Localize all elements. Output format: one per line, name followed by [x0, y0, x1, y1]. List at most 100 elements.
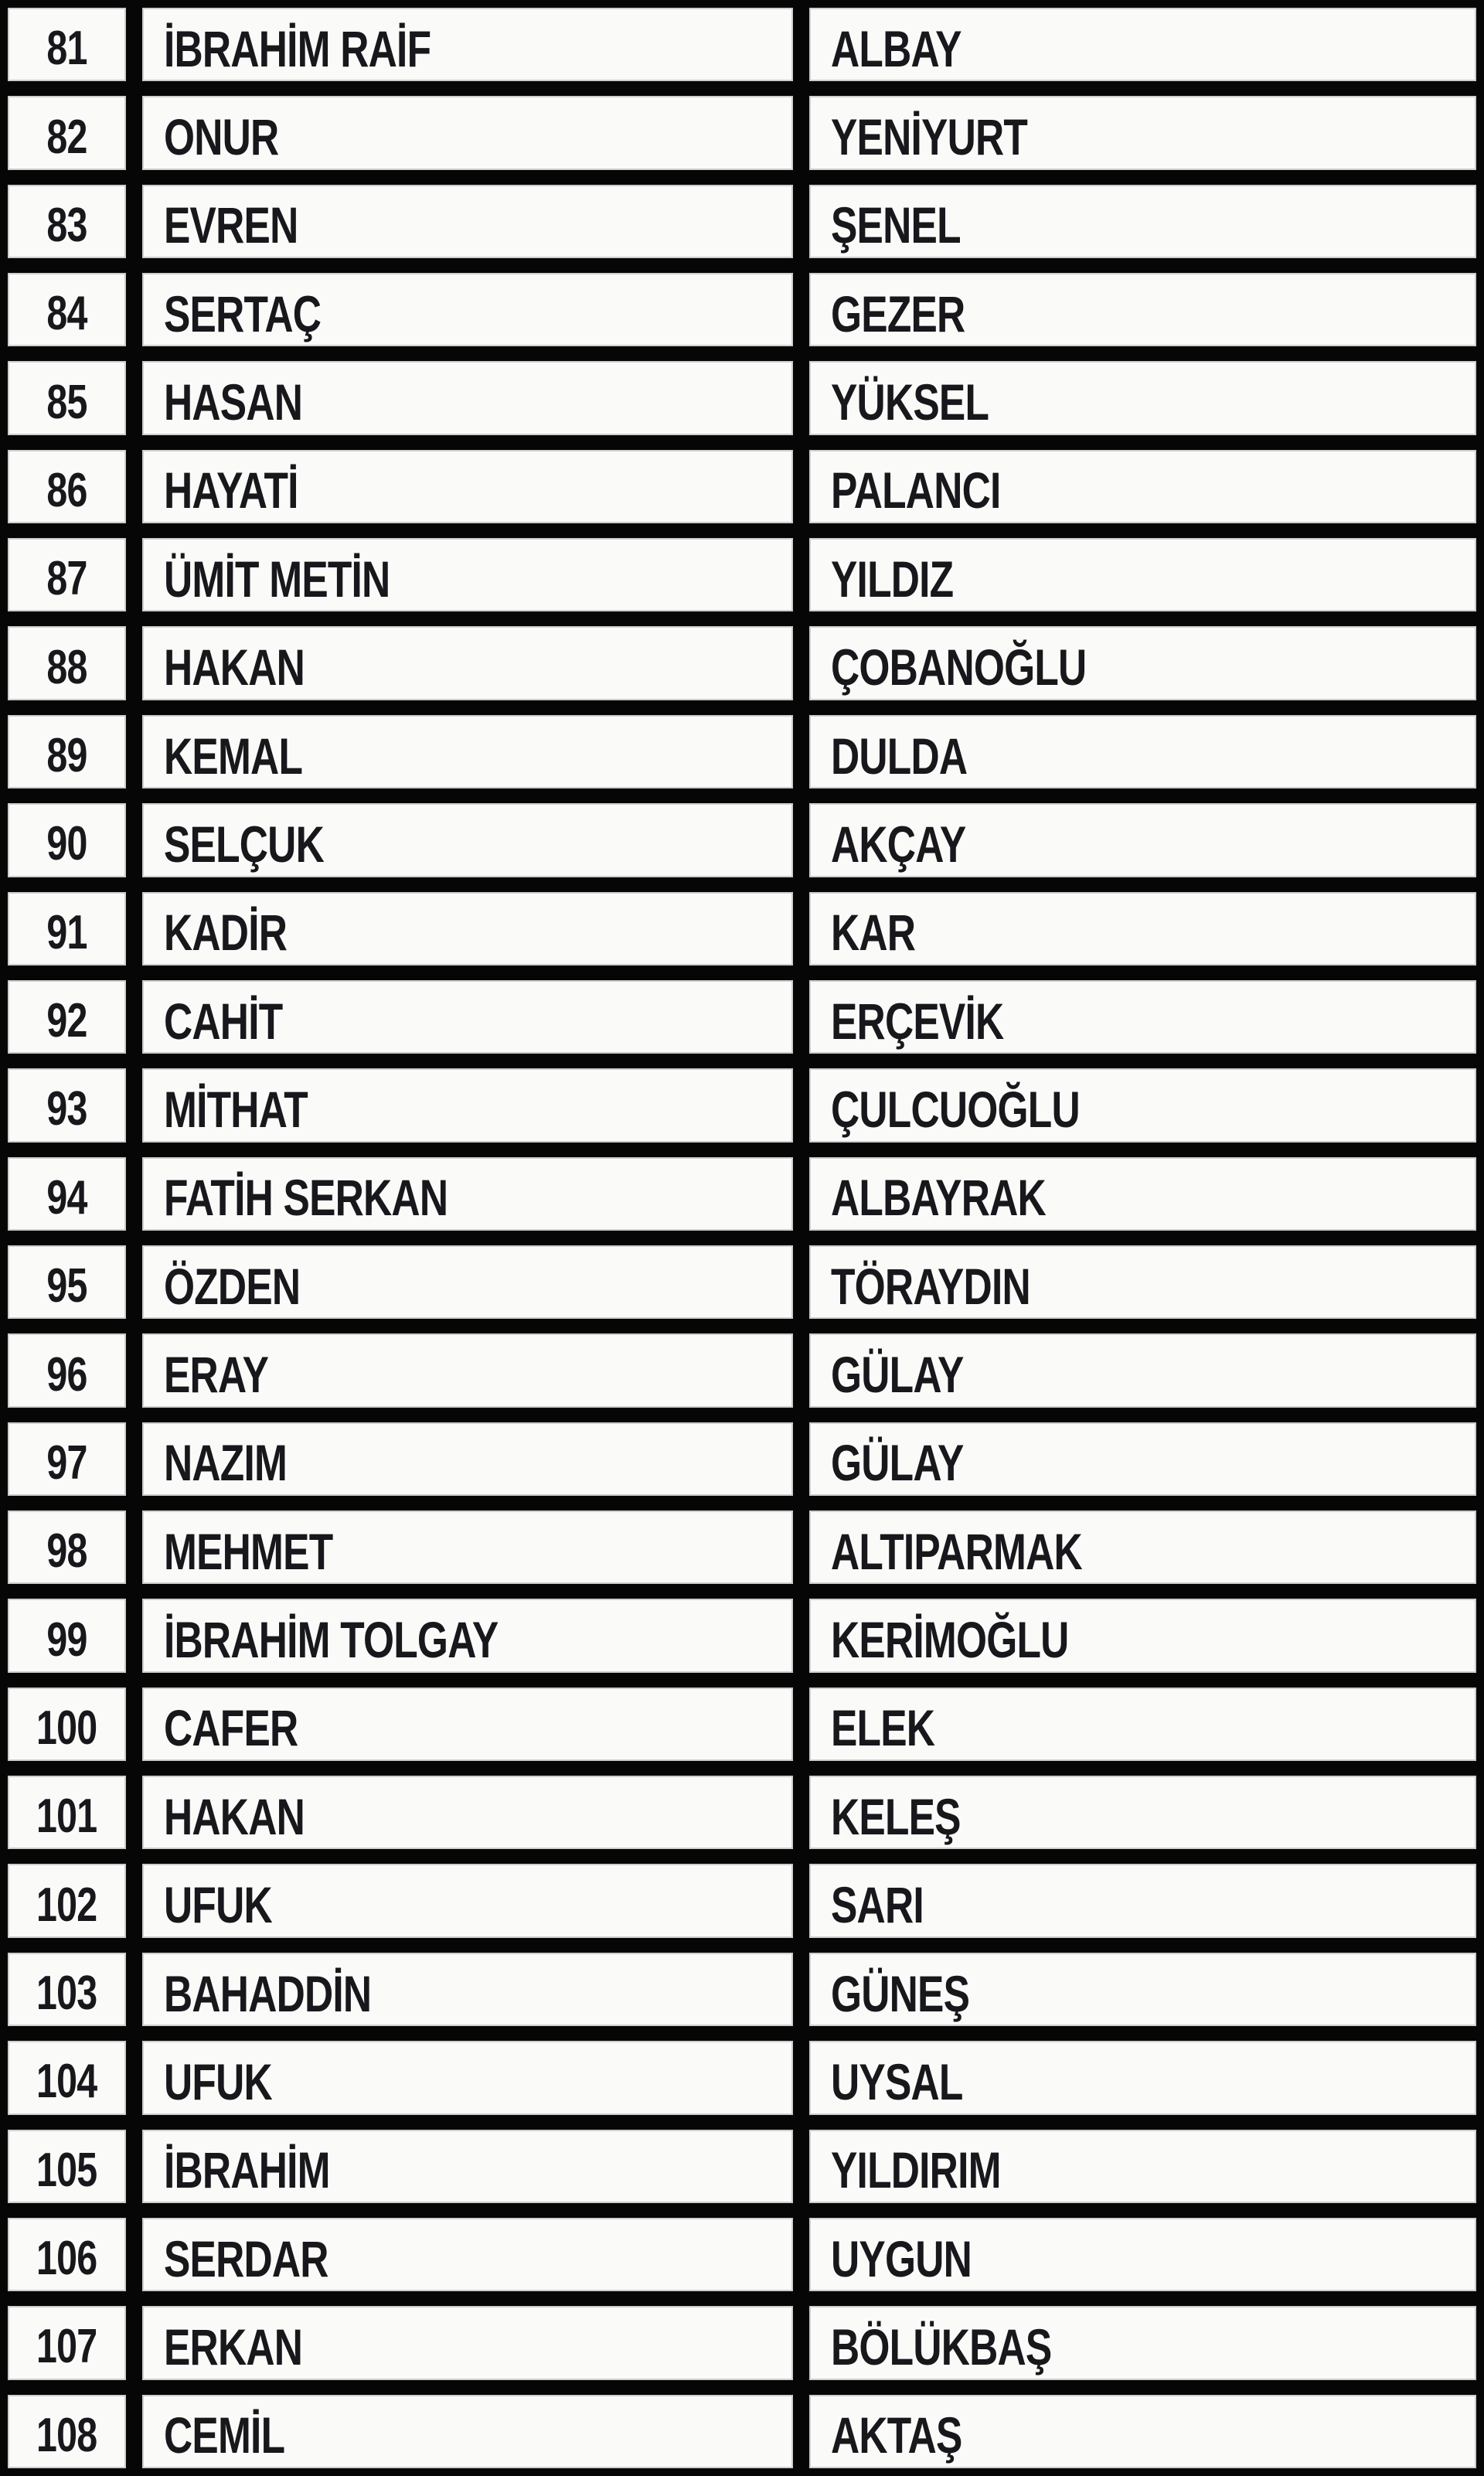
row-number-cell-text: 90	[46, 817, 87, 871]
first-name-cell: HAKAN	[142, 1776, 793, 1850]
last-name-cell: YENİYURT	[809, 96, 1476, 170]
last-name-cell: ALBAYRAK	[809, 1156, 1476, 1231]
last-name-cell: BÖLÜKBAŞ	[809, 2306, 1476, 2380]
last-name-cell-text: ALTIPARMAK	[831, 1522, 1083, 1580]
row-number-cell: 82	[8, 96, 126, 170]
last-name-cell-text: GÜLAY	[831, 1346, 964, 1404]
row-number-cell: 93	[8, 1068, 126, 1143]
first-name-cell: UFUK	[142, 2041, 793, 2115]
row-number-cell: 91	[8, 891, 126, 966]
row-number-cell-text: 87	[46, 552, 87, 606]
row-number-cell: 85	[8, 361, 126, 435]
row-number-cell-text: 101	[36, 1790, 97, 1844]
last-name-cell-text: GEZER	[831, 284, 965, 342]
first-name-cell: HAKAN	[142, 626, 793, 700]
first-name-cell: BAHADDİN	[142, 1952, 793, 2027]
last-name-cell-text: ÇULCUOĞLU	[831, 1080, 1081, 1138]
first-name-cell: SERTAÇ	[142, 273, 793, 347]
last-name-cell-text: YENİYURT	[831, 108, 1028, 166]
first-name-cell: HASAN	[142, 361, 793, 435]
row-number-cell-text: 82	[46, 110, 87, 164]
first-name-cell-text: İBRAHİM	[164, 2141, 331, 2199]
last-name-cell: ALBAY	[809, 8, 1476, 82]
last-name-cell: YILDIRIM	[809, 2129, 1476, 2203]
row-number-cell: 105	[8, 2129, 126, 2203]
last-name-cell: KAR	[809, 891, 1476, 966]
last-name-cell: KERİMOĞLU	[809, 1599, 1476, 1673]
last-name-cell-text: KERİMOĞLU	[831, 1611, 1069, 1669]
first-name-cell: SERDAR	[142, 2217, 793, 2292]
first-name-cell: CAFER	[142, 1687, 793, 1762]
last-name-cell-text: DULDA	[831, 727, 968, 785]
first-name-cell: FATİH SERKAN	[142, 1156, 793, 1231]
last-name-cell: ÇOBANOĞLU	[809, 626, 1476, 700]
last-name-cell-text: UYSAL	[831, 2052, 963, 2110]
row-number-cell-text: 97	[46, 1436, 87, 1490]
first-name-cell: CAHİT	[142, 979, 793, 1054]
last-name-cell-text: AKTAŞ	[831, 2406, 962, 2464]
row-number-cell: 95	[8, 1245, 126, 1320]
row-number-cell: 89	[8, 714, 126, 789]
first-name-cell: İBRAHİM TOLGAY	[142, 1599, 793, 1673]
first-name-cell-text: MİTHAT	[164, 1080, 308, 1138]
first-name-cell-text: UFUK	[164, 2052, 273, 2110]
row-number-cell-text: 92	[46, 994, 87, 1048]
row-number-cell: 94	[8, 1156, 126, 1231]
first-name-cell-text: HAYATİ	[164, 461, 298, 519]
first-name-cell-text: SELÇUK	[164, 815, 325, 873]
first-name-cell: ERKAN	[142, 2306, 793, 2380]
first-name-cell: MEHMET	[142, 1510, 793, 1585]
first-name-cell-text: EVREN	[164, 196, 298, 254]
last-name-cell-text: SARI	[831, 1876, 924, 1934]
last-name-cell-text: GÜLAY	[831, 1434, 964, 1492]
last-name-cell: YILDIZ	[809, 538, 1476, 612]
last-name-cell: ALTIPARMAK	[809, 1510, 1476, 1585]
first-name-cell-text: HASAN	[164, 373, 303, 431]
first-name-cell: CEMİL	[142, 2394, 793, 2468]
row-number-cell-text: 84	[46, 287, 87, 341]
last-name-cell: UYGUN	[809, 2217, 1476, 2292]
row-number-cell-text: 108	[36, 2408, 97, 2462]
first-name-cell-text: ERAY	[164, 1346, 269, 1404]
first-name-cell: İBRAHİM RAİF	[142, 8, 793, 82]
last-name-cell: ELEK	[809, 1687, 1476, 1762]
last-name-cell: SARI	[809, 1864, 1476, 1938]
last-name-cell-text: YÜKSEL	[831, 373, 989, 431]
first-name-cell-text: KEMAL	[164, 727, 303, 785]
row-number-cell-text: 100	[36, 1701, 97, 1755]
last-name-cell-text: ÇOBANOĞLU	[831, 639, 1087, 696]
first-name-cell-text: CEMİL	[164, 2406, 285, 2464]
first-name-cell: KEMAL	[142, 714, 793, 789]
last-name-cell: PALANCI	[809, 449, 1476, 524]
row-number-cell-text: 86	[46, 463, 87, 517]
row-number-cell-text: 91	[46, 905, 87, 959]
last-name-cell: AKTAŞ	[809, 2394, 1476, 2468]
last-name-cell: KELEŞ	[809, 1776, 1476, 1850]
row-number-cell: 83	[8, 184, 126, 259]
last-name-cell: ŞENEL	[809, 184, 1476, 259]
first-name-cell-text: FATİH SERKAN	[164, 1169, 448, 1227]
row-number-cell: 99	[8, 1599, 126, 1673]
last-name-cell: TÖRAYDIN	[809, 1245, 1476, 1320]
first-name-cell-text: NAZIM	[164, 1434, 288, 1492]
row-number-cell: 86	[8, 449, 126, 524]
first-name-cell-text: KADİR	[164, 904, 288, 962]
last-name-cell: GÜNEŞ	[809, 1952, 1476, 2027]
row-number-cell: 108	[8, 2394, 126, 2468]
row-number-cell-text: 88	[46, 640, 87, 694]
last-name-cell-text: AKÇAY	[831, 815, 966, 873]
first-name-cell-text: BAHADDİN	[164, 1964, 372, 2022]
row-number-cell: 102	[8, 1864, 126, 1938]
last-name-cell: GÜLAY	[809, 1333, 1476, 1408]
last-name-cell-text: ŞENEL	[831, 196, 962, 254]
row-number-cell-text: 99	[46, 1613, 87, 1667]
first-name-cell: SELÇUK	[142, 803, 793, 877]
row-number-cell: 81	[8, 8, 126, 82]
first-name-cell-text: İBRAHİM TOLGAY	[164, 1611, 499, 1669]
first-name-cell-text: UFUK	[164, 1876, 273, 1934]
row-number-cell: 88	[8, 626, 126, 700]
last-name-cell: GEZER	[809, 273, 1476, 347]
first-name-cell-text: İBRAHİM RAİF	[164, 19, 431, 77]
row-number-cell-text: 98	[46, 1524, 87, 1579]
last-name-cell-text: ERÇEVİK	[831, 992, 1004, 1050]
